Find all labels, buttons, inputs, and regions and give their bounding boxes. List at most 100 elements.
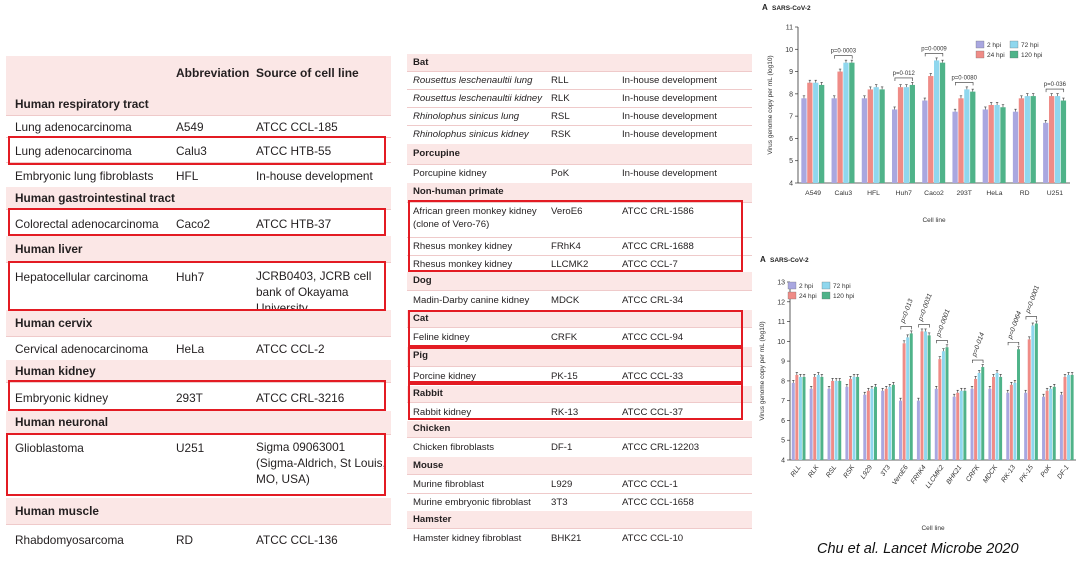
legend-label: 120 hpi — [833, 293, 854, 300]
bar — [867, 89, 873, 183]
chart-human-cells: A SARS-CoV-2 4 5 6 7 8 9 10 11 Virus genome copy p… — [762, 3, 1070, 224]
bar — [873, 87, 879, 183]
bar — [999, 376, 1003, 460]
y-tick-label: 11 — [786, 25, 793, 32]
bar — [934, 60, 940, 183]
bar — [791, 382, 795, 460]
group-label: Rabbit — [413, 388, 443, 399]
table-row: Rhinolophus sinicus lung RSL In-house deve… — [407, 107, 752, 126]
y-tick-label: 10 — [785, 47, 793, 54]
cell-description: Hepatocellular carcinoma — [15, 270, 149, 284]
cell-abbreviation: Huh7 — [176, 270, 205, 284]
significance-bracket — [1025, 316, 1037, 320]
group-row: Human kidney — [6, 360, 391, 382]
cell-source: ATCC CCL-10 — [622, 533, 684, 544]
cell-description: African green monkey kidney (clone of Ve… — [413, 206, 537, 230]
cell-abbreviation: A549 — [176, 120, 204, 134]
group-row: Rabbit — [407, 386, 752, 402]
bar — [909, 333, 913, 460]
table-row: Rhesus monkey kidney FRhK4 ATCC CRL-1688 — [407, 237, 752, 256]
cell-description: Rhesus monkey kidney — [413, 241, 513, 252]
cell-description: Hamster kidney fibroblast — [413, 533, 522, 544]
p-value-label: p=0·0001 — [935, 308, 952, 339]
bar — [856, 376, 860, 460]
bar — [843, 62, 849, 183]
legend-label: 72 hpi — [1021, 42, 1039, 49]
cell-source: ATCC CRL-12203 — [622, 442, 700, 453]
p-value-label: p=0·0031 — [917, 292, 934, 323]
table-row: Murine embryonic fibroblast 3T3 ATCC CCL-1… — [407, 493, 752, 512]
cell-description: Colorectal adenocarcinoma — [15, 217, 159, 231]
group-label: Chicken — [413, 423, 451, 434]
cell-source: ATCC CRL-3216 — [256, 391, 345, 405]
cell-source: ATCC CCL-7 — [622, 259, 678, 270]
bar — [970, 91, 976, 183]
bar — [1034, 323, 1038, 460]
group-label: Pig — [413, 350, 428, 361]
table-row: Murine fibroblast L929 ATCC CCL-1 — [407, 474, 752, 494]
chart-animal-cells: A SARS-CoV-2 4 5 6 7 8 9 10 11 12 13 Virus genome co… — [759, 255, 1076, 532]
bar — [963, 390, 967, 460]
cell-description: Rousettus leschenaultii lung — [413, 75, 533, 86]
x-tick-label: CRFK — [965, 464, 982, 484]
cell-abbreviation: 3T3 — [551, 497, 568, 508]
highlight-box — [408, 347, 743, 383]
bar — [1059, 394, 1063, 460]
y-axis-label: Virus genome copy per mL (log10) — [759, 321, 766, 420]
bar — [870, 388, 874, 460]
table-row: Embryonic lung fibroblasts HFL In-house … — [6, 162, 391, 188]
table-row: Feline kidney CRFK ATCC CCL-94 — [407, 327, 752, 348]
bar — [1042, 396, 1046, 460]
p-value-label: p=0·0064 — [1006, 310, 1023, 341]
table-row: Lung adenocarcinoma A549 ATCC CCL-185 — [6, 115, 391, 138]
bar — [945, 347, 949, 460]
group-row: Human muscle — [6, 498, 391, 524]
cell-source: ATCC CRL-1688 — [622, 241, 694, 252]
bar — [982, 109, 988, 183]
cell-description: Feline kidney — [413, 332, 470, 343]
significance-bracket — [834, 55, 853, 59]
cell-abbreviation: PoK — [551, 168, 570, 179]
x-tick-label: BHK21 — [945, 464, 963, 486]
y-tick-label: 12 — [777, 299, 785, 306]
x-tick-label: RLL — [790, 464, 803, 478]
bar — [798, 376, 802, 460]
cell-source: ATCC CCL-1 — [622, 479, 678, 490]
bar — [1049, 388, 1053, 460]
table-row: Glioblastoma U251 Sigma 09063001 (Sigma-… — [6, 434, 391, 499]
cell-source: In-house development — [256, 169, 373, 183]
bar — [995, 372, 999, 460]
legend-swatch — [975, 50, 985, 59]
bar — [863, 394, 867, 460]
y-tick-label: 8 — [789, 91, 793, 98]
cell-abbreviation: RLL — [551, 75, 569, 86]
bar — [809, 388, 813, 460]
bar — [852, 376, 856, 460]
cell-source: In-house development — [622, 129, 717, 140]
cell-source: ATCC CRL-1586 — [622, 206, 694, 217]
y-tick-label: 8 — [781, 378, 785, 385]
group-label: Dog — [413, 275, 432, 286]
table-row: Porcupine kidney PoK In-house development — [407, 164, 752, 184]
bar — [956, 392, 960, 460]
y-tick-label: 4 — [789, 181, 793, 188]
group-row: Dog — [407, 272, 752, 290]
bar — [991, 376, 995, 460]
cell-description: Rhabdomyosarcoma — [15, 533, 124, 547]
cell-description: Embryonic kidney — [15, 391, 109, 405]
cell-description: Rousettus leschenaultii kidney — [413, 93, 543, 104]
bar — [1009, 384, 1013, 460]
table-row: Rhabdomyosarcoma RD ATCC CCL-136 — [6, 524, 391, 555]
cell-description: Embryonic lung fibroblasts — [15, 169, 154, 183]
group-label: Human gastrointestinal tract — [15, 191, 175, 205]
column-header-source: Source of cell line — [256, 66, 359, 80]
cell-description: Porcupine kidney — [413, 168, 487, 179]
p-value-label: p=0·0080 — [951, 75, 977, 81]
cell-source: ATCC HTB-37 — [256, 217, 332, 231]
table-row: Cervical adenocarcinoma HeLa ATCC CCL-2 — [6, 336, 391, 361]
x-tick-label: MDCK — [982, 464, 999, 485]
cell-source: ATCC CCL-1658 — [622, 497, 694, 508]
bar — [874, 386, 877, 460]
bar — [891, 384, 895, 460]
bar — [807, 82, 813, 183]
